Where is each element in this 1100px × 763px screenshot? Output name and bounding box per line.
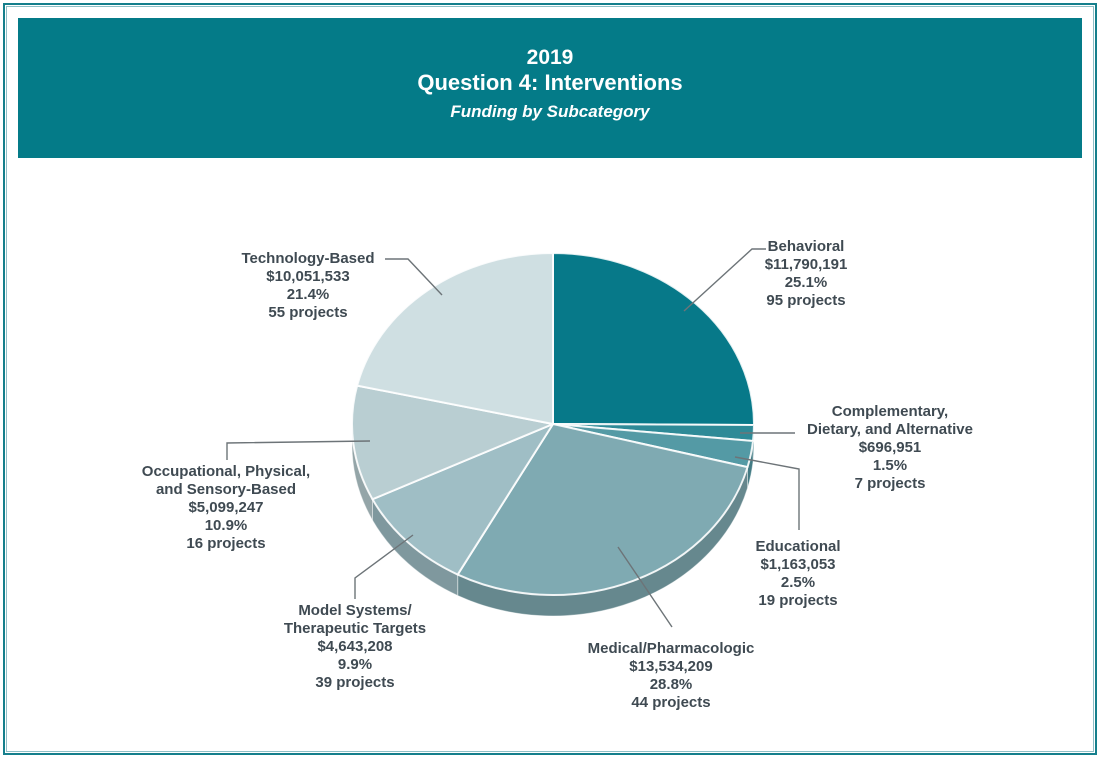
- slice-label-medical-pharmacologic: Medical/Pharmacologic $13,534,209 28.8% …: [561, 640, 781, 712]
- pie-3d: [351, 252, 755, 617]
- figure-header: 2019 Question 4: Interventions Funding b…: [18, 18, 1082, 158]
- pie-slice: [371, 423, 554, 576]
- slice-percent: 10.9%: [204, 517, 248, 534]
- slice-projects: 7 projects: [854, 475, 926, 492]
- slice-funding: $10,051,533: [266, 268, 350, 285]
- slice-funding: $13,534,209: [629, 658, 713, 675]
- leader-line-behavioral: [683, 248, 766, 312]
- slice-percent: 25.1%: [784, 274, 828, 291]
- slice-label-technology-based: Technology-Based $10,051,533 21.4% 55 pr…: [218, 250, 398, 322]
- header-subtitle: Funding by Subcategory: [450, 102, 650, 121]
- leader-line-technology: [385, 258, 443, 296]
- pie-slice: [351, 384, 554, 501]
- leader-line-occupational: [226, 440, 371, 460]
- slice-name: Occupational, Physical, and Sensory-Base…: [141, 463, 311, 498]
- header-year: 2019: [526, 46, 574, 69]
- slice-name: Medical/Pharmacologic: [587, 640, 755, 657]
- header-title: Question 4: Interventions: [417, 70, 683, 95]
- slice-projects: 55 projects: [268, 304, 348, 321]
- slice-label-behavioral: Behavioral $11,790,191 25.1% 95 projects: [716, 238, 896, 310]
- slice-label-complementary-dietary-alternative: Complementary, Dietary, and Alternative …: [775, 403, 1005, 493]
- pie-slice: [456, 423, 749, 596]
- pie-slice: [552, 252, 755, 427]
- slice-label-model-systems-therapeutic-targets: Model Systems/ Therapeutic Targets $4,64…: [255, 602, 455, 692]
- slice-percent: 9.9%: [337, 656, 373, 673]
- slice-projects: 19 projects: [758, 592, 838, 609]
- slice-percent: 28.8%: [649, 676, 693, 693]
- slice-name: Educational: [755, 538, 841, 555]
- slice-projects: 95 projects: [766, 292, 846, 309]
- slice-label-occupational-physical-sensory: Occupational, Physical, and Sensory-Base…: [116, 463, 336, 553]
- slice-funding: $696,951: [858, 439, 922, 456]
- pie-slice: [356, 252, 554, 425]
- slice-name: Model Systems/ Therapeutic Targets: [283, 602, 427, 637]
- slice-projects: 39 projects: [315, 674, 395, 691]
- slice-name: Complementary, Dietary, and Alternative: [807, 403, 973, 438]
- leader-line-educational: [734, 456, 800, 530]
- slice-label-educational: Educational $1,163,053 2.5% 19 projects: [718, 538, 878, 610]
- leader-line-medical: [617, 546, 673, 628]
- slice-percent: 2.5%: [780, 574, 816, 591]
- slice-projects: 16 projects: [186, 535, 266, 552]
- leader-lines: [226, 248, 800, 628]
- slice-projects: 44 projects: [631, 694, 711, 711]
- slice-funding: $11,790,191: [764, 256, 848, 273]
- leader-line-model-systems: [354, 534, 414, 599]
- slice-name: Behavioral: [767, 238, 845, 255]
- slice-name: Technology-Based: [241, 250, 375, 267]
- slice-funding: $4,643,208: [317, 638, 393, 655]
- slice-funding: $1,163,053: [760, 556, 836, 573]
- slice-percent: 1.5%: [872, 457, 908, 474]
- slice-percent: 21.4%: [286, 286, 330, 303]
- slice-funding: $5,099,247: [188, 499, 264, 516]
